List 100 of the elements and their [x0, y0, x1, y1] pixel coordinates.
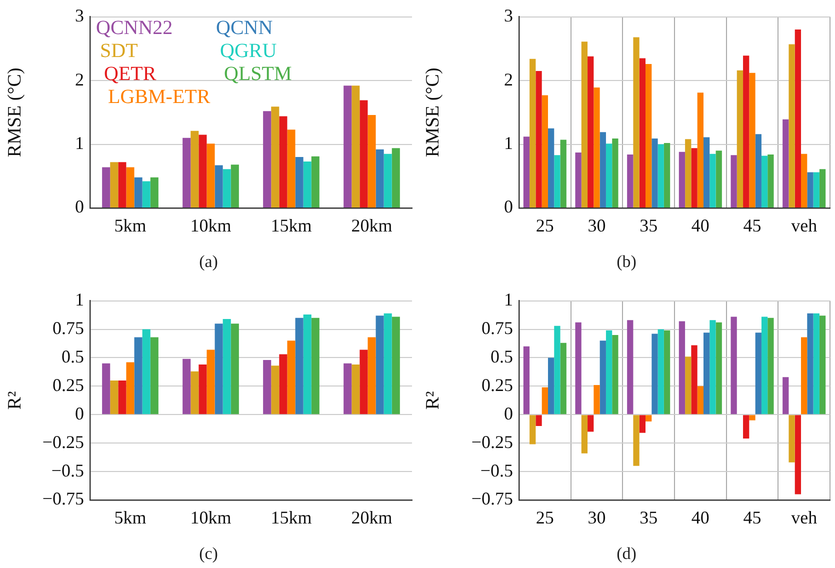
y-tick-label: 1	[75, 290, 84, 310]
bar	[819, 169, 826, 208]
bar	[548, 358, 554, 414]
text: QCNN22	[96, 17, 173, 40]
bar	[646, 64, 652, 208]
bar	[214, 324, 223, 414]
bar	[303, 161, 312, 208]
text: (b)	[616, 252, 638, 272]
bar	[368, 337, 376, 414]
bar	[554, 155, 560, 208]
y-tick-label: 0.25	[52, 374, 84, 395]
bar	[279, 116, 288, 208]
bar	[287, 340, 296, 414]
bar	[222, 169, 231, 208]
bar	[190, 371, 199, 414]
bar	[554, 326, 560, 414]
bar	[782, 119, 789, 208]
bar	[594, 88, 600, 208]
bar	[230, 164, 239, 208]
bar	[703, 332, 710, 414]
bar	[392, 316, 400, 414]
bar	[716, 322, 722, 414]
bar	[736, 70, 744, 208]
y-axis-title: RMSE (°C)	[422, 68, 444, 158]
bar	[344, 86, 352, 208]
bar	[206, 350, 215, 414]
bar	[360, 350, 368, 414]
y-tick-label: −0.25	[42, 432, 84, 452]
bar	[575, 322, 582, 414]
y-tick-label: 3	[504, 6, 513, 26]
bar	[685, 139, 692, 208]
bar	[542, 95, 548, 208]
bar	[658, 329, 664, 414]
bar	[523, 346, 530, 414]
y-tick-label: 1	[75, 133, 84, 153]
y-tick-label: −0.75	[471, 488, 513, 509]
bar	[581, 415, 588, 454]
bar	[182, 358, 191, 414]
bar	[691, 148, 698, 208]
bar	[755, 332, 762, 414]
y-tick-label: −0.5	[480, 460, 513, 480]
y-axis-title: RMSE (°C)	[4, 68, 26, 158]
bar	[819, 316, 826, 414]
bar	[813, 313, 820, 414]
bar	[685, 356, 692, 414]
bar	[523, 136, 530, 208]
y-tick-label: 0.5	[62, 346, 84, 366]
bar	[279, 354, 288, 414]
bar	[794, 30, 802, 208]
bar	[646, 415, 652, 422]
bar	[311, 156, 320, 208]
bar	[664, 142, 670, 208]
text: SDT	[100, 40, 138, 62]
bar	[697, 92, 704, 208]
bar	[743, 415, 750, 439]
bar	[788, 415, 795, 462]
bar	[606, 144, 612, 208]
bar	[536, 70, 542, 208]
x-tick-label: 15km	[270, 508, 312, 528]
x-tick-label: 30	[588, 508, 606, 528]
bar	[376, 316, 384, 414]
bar	[134, 337, 142, 414]
bar	[807, 172, 814, 208]
bar	[639, 415, 646, 433]
x-tick-label: 45	[743, 508, 762, 528]
bar	[612, 334, 618, 414]
bar	[703, 137, 710, 208]
text: QGRU	[220, 40, 278, 62]
bar	[548, 128, 554, 208]
bar	[560, 140, 566, 208]
bar	[588, 415, 594, 432]
bar	[295, 157, 304, 208]
bar	[581, 42, 588, 208]
bar	[588, 56, 594, 208]
x-tick-label: 25	[536, 216, 554, 236]
bar	[788, 44, 795, 208]
bar	[142, 329, 150, 414]
x-tick-label: 40	[691, 508, 710, 528]
bar	[368, 114, 376, 208]
bar	[768, 154, 774, 208]
bar	[150, 177, 158, 208]
x-tick-label: 30	[588, 216, 606, 236]
y-tick-label: 0.25	[482, 374, 513, 395]
y-tick-label: 0.75	[52, 318, 84, 338]
bar	[118, 380, 126, 414]
bar	[126, 362, 134, 414]
bar	[190, 130, 199, 208]
bar	[560, 342, 566, 414]
y-tick-label: 0	[75, 196, 84, 217]
bar	[813, 172, 820, 208]
bar	[807, 313, 814, 414]
y-tick-label: 2	[75, 69, 84, 90]
bar	[198, 364, 207, 414]
x-tick-label: 20km	[351, 216, 392, 236]
bar	[606, 330, 612, 414]
bar	[678, 321, 686, 414]
bar	[639, 58, 646, 208]
y-tick-label: 2	[504, 69, 513, 90]
text: (a)	[198, 252, 219, 272]
text: (d)	[616, 544, 638, 564]
